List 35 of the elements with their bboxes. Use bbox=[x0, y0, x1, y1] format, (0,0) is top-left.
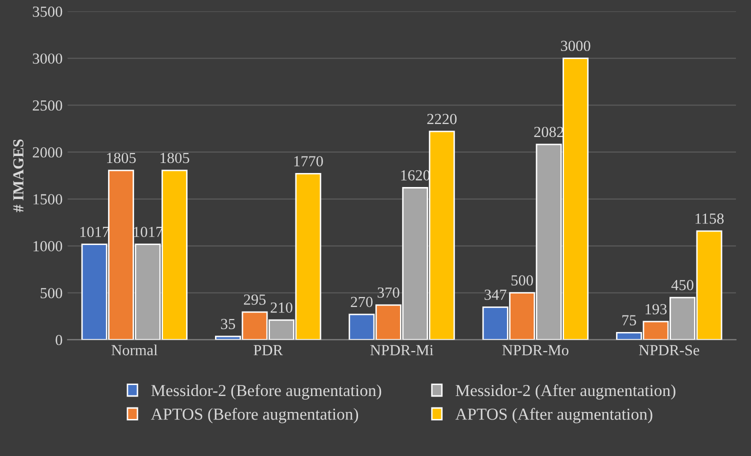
x-tick-label: NPDR-Se bbox=[639, 345, 700, 356]
y-tick-label: 1000 bbox=[34, 241, 62, 252]
x-tick-label: Normal bbox=[112, 344, 158, 356]
data-label: 450 bbox=[671, 280, 694, 290]
x-tick-label: PDR bbox=[254, 345, 283, 356]
legend-label: APTOS (After augmentation) bbox=[455, 408, 652, 424]
data-label: 1805 bbox=[160, 152, 190, 164]
data-label: 3000 bbox=[561, 40, 590, 52]
data-label: 1770 bbox=[294, 156, 323, 166]
data-label: 1158 bbox=[696, 214, 724, 224]
data-label: 500 bbox=[512, 275, 533, 286]
legend-label: APTOS (Before augmentation) bbox=[150, 408, 358, 424]
y-tick-label: 2500 bbox=[32, 100, 62, 111]
data-label: 2220 bbox=[427, 114, 457, 124]
data-label: 210 bbox=[270, 302, 292, 313]
data-label: 1620 bbox=[401, 170, 430, 180]
y-tick-label: 3500 bbox=[32, 6, 62, 17]
data-label: 35 bbox=[221, 318, 236, 330]
data-label: 193 bbox=[646, 304, 667, 314]
legend-label: Messidor-2 (Before augmentation) bbox=[151, 384, 382, 400]
data-label: 295 bbox=[244, 294, 266, 305]
y-tick-label: 0 bbox=[56, 334, 62, 346]
y-axis-title: # IMAGES bbox=[13, 139, 24, 212]
x-tick-label: NPDR-Mo bbox=[502, 345, 568, 356]
y-tick-label: 1500 bbox=[34, 194, 62, 204]
x-tick-label: NPDR-Mi bbox=[370, 345, 434, 356]
legend-label: Messidor-2 (After augmentation) bbox=[456, 384, 676, 400]
data-label: 1805 bbox=[107, 152, 136, 164]
y-tick-label: 2000 bbox=[32, 147, 62, 158]
y-tick-label: 500 bbox=[40, 288, 62, 298]
y-tick-label: 3000 bbox=[32, 53, 62, 64]
data-label: 75 bbox=[622, 315, 636, 326]
data-label: 347 bbox=[484, 290, 506, 300]
data-label: 370 bbox=[378, 287, 400, 298]
data-label: 270 bbox=[350, 296, 373, 308]
